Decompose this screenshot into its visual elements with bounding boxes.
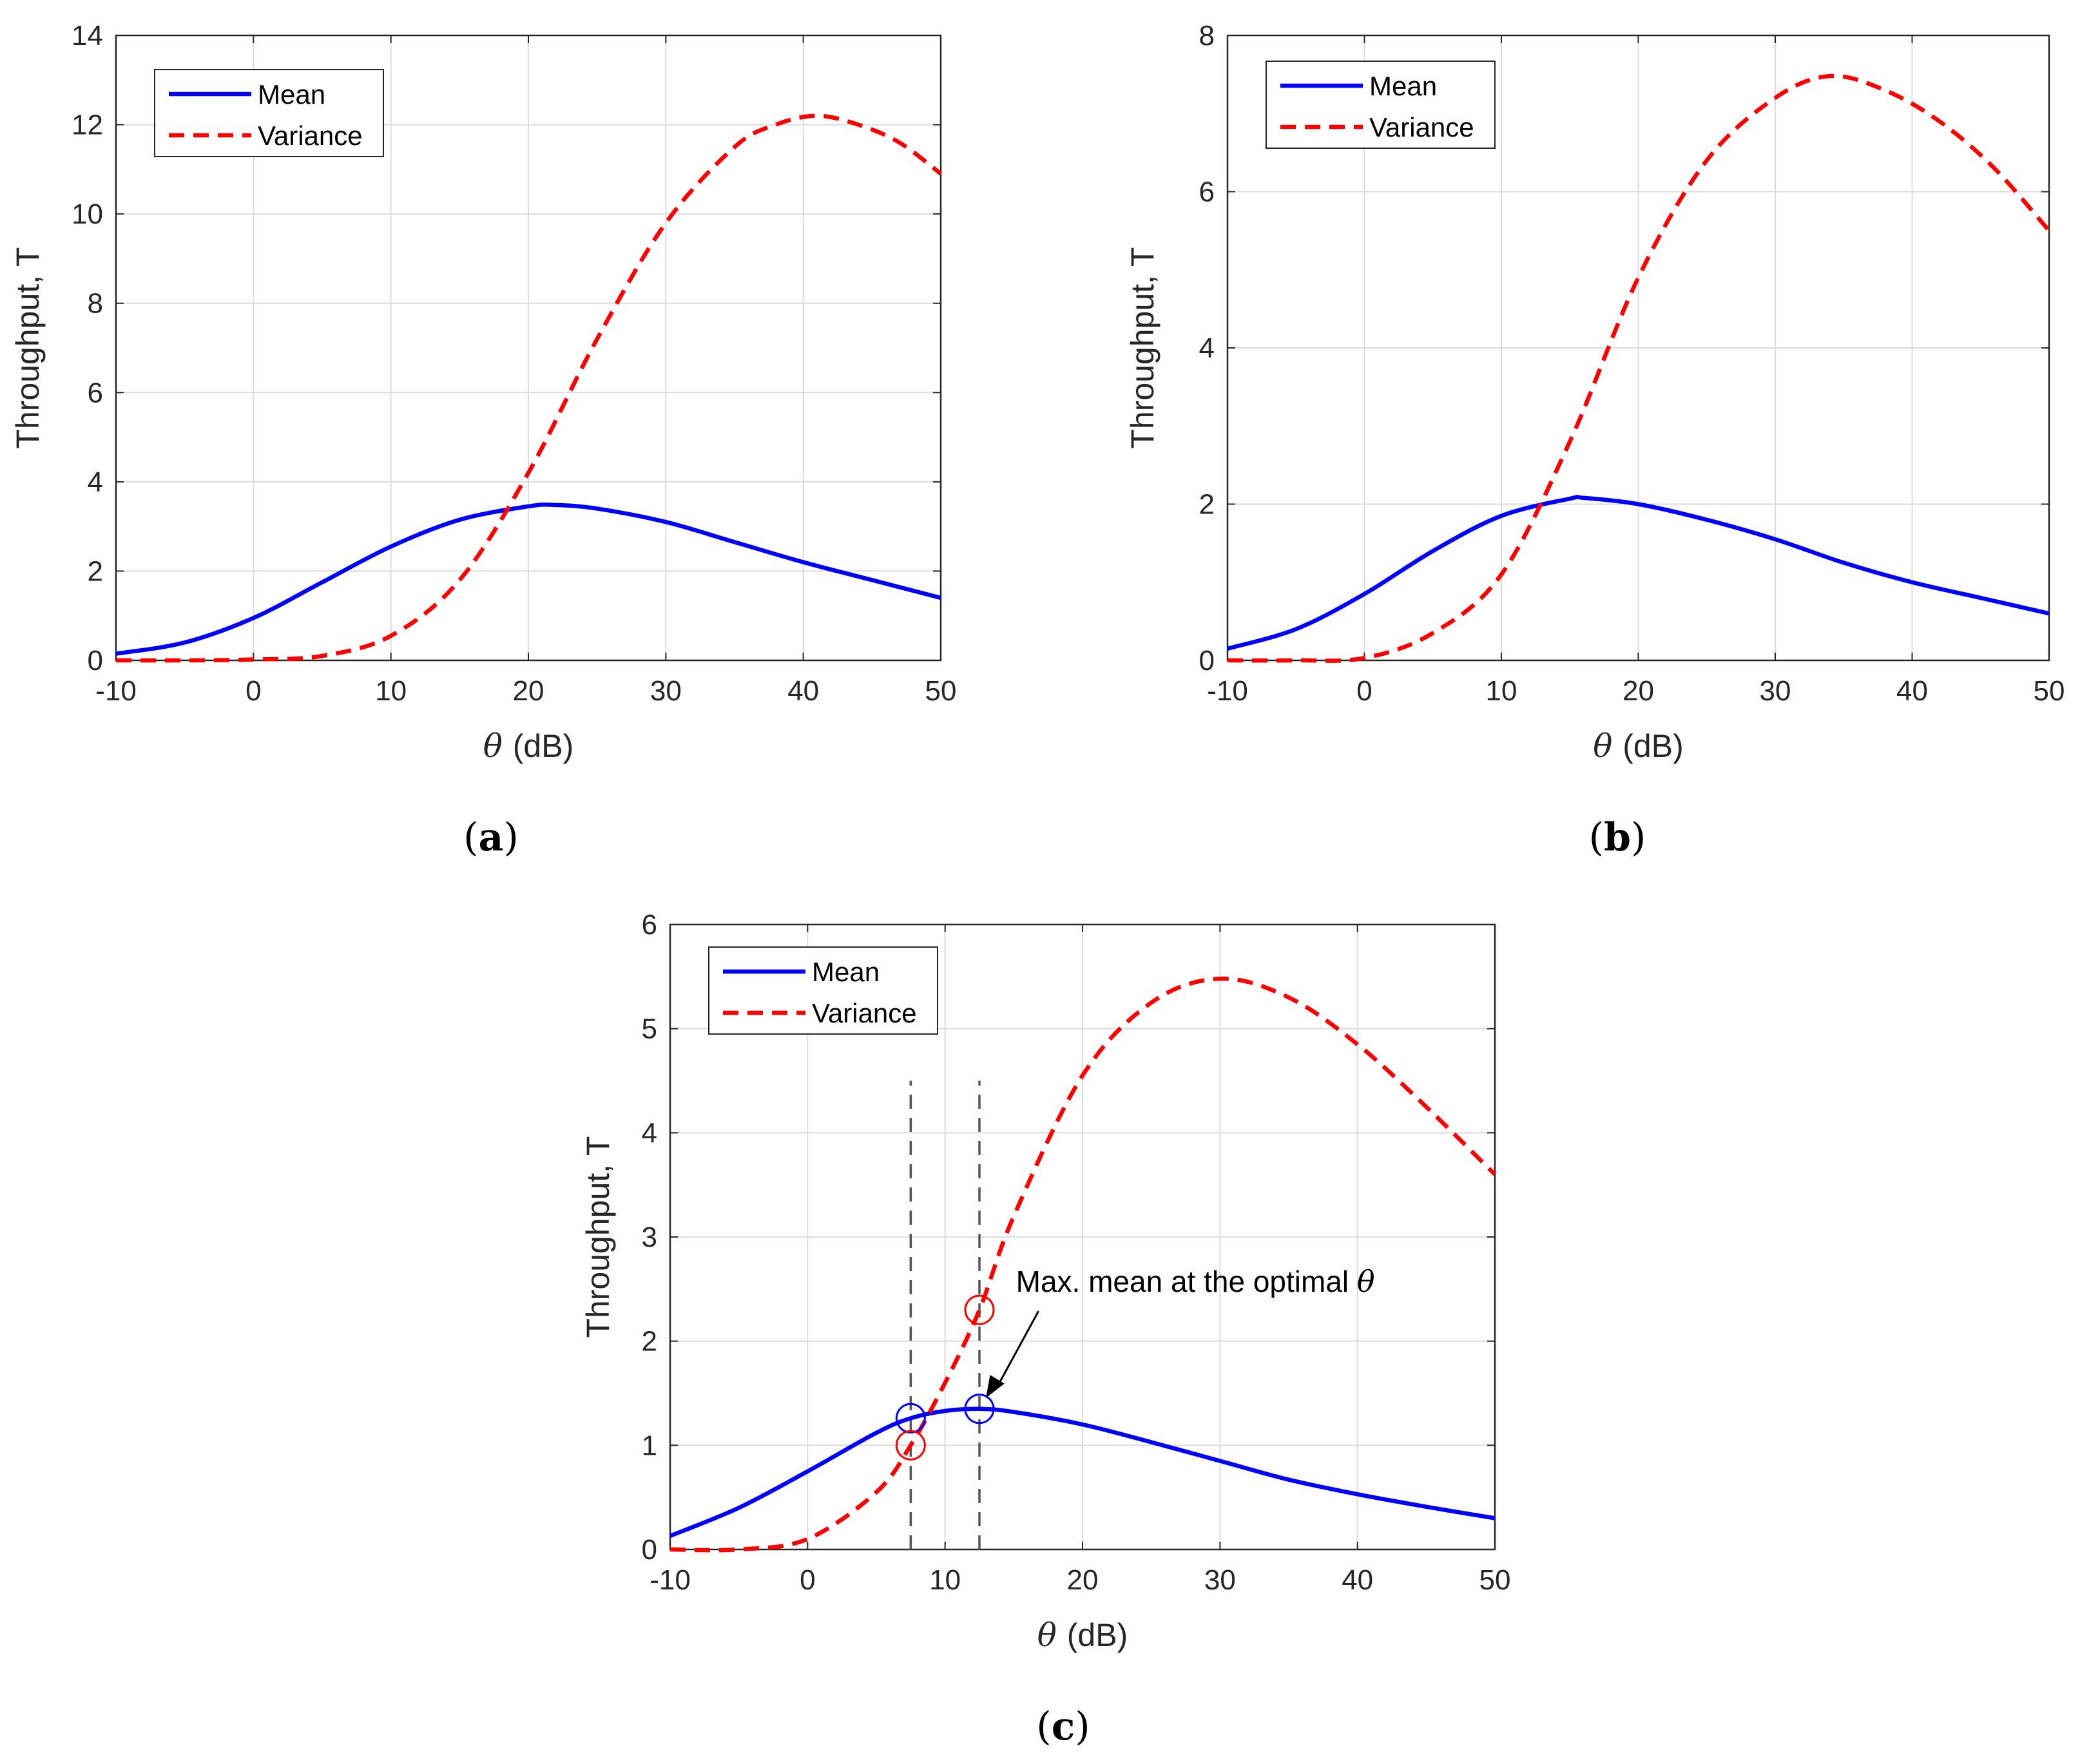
y-tick-label: 2 [642,1326,657,1357]
x-tick-label: 40 [787,675,819,707]
panel-label-open-paren: ( [1589,815,1604,860]
x-tick-label: 30 [650,675,682,707]
panel-label-close-paren: ) [1075,1704,1090,1749]
x-tick-label: 40 [1896,675,1928,707]
panel-label-close-paren: ) [1631,815,1646,860]
y-tick-label: 4 [88,466,103,498]
x-tick-label: 50 [2034,675,2065,707]
point-marker [964,1294,995,1325]
x-axis-theta-symbol: θ [1037,1616,1067,1654]
y-tick-label: 12 [72,110,103,141]
x-axis-theta-symbol: θ [483,727,513,765]
series-line-variance [115,113,942,663]
x-tick-label: 10 [1486,675,1517,707]
panel-label-open-paren: ( [463,815,478,860]
x-axis-unit: (dB) [1067,1617,1128,1653]
y-axis-title: Throughput, T [1124,247,1160,448]
y-tick-label: 1 [642,1430,657,1461]
annotation-arrow-head [986,1375,1005,1398]
panel-label-close-paren: ) [503,815,518,860]
panel-label-letter: b [1604,815,1631,860]
series-line-mean [115,503,941,656]
y-tick-label: 10 [72,198,103,230]
legend-label-mean: Mean [1369,71,1437,101]
x-axis-title: θ (dB) [1037,1616,1128,1654]
y-tick-label: 0 [88,645,103,676]
legend-label-variance: Variance [258,120,363,151]
legend-box [708,946,938,1035]
x-axis-unit: (dB) [513,728,573,764]
legend-box [154,69,384,157]
point-marker [895,1430,926,1461]
x-tick-label: -10 [95,675,137,707]
y-tick-label: 8 [88,288,103,320]
panel-label: (a) [463,815,519,860]
panel-label: (c) [1036,1704,1090,1749]
x-tick-label: 10 [375,675,407,707]
series-line-mean [669,1406,1496,1538]
x-tick-label: 20 [1623,675,1654,707]
y-tick-label: 6 [642,909,657,941]
y-tick-label: 2 [88,555,103,587]
x-tick-label: 0 [800,1564,815,1596]
x-axis-title: θ (dB) [483,727,573,765]
x-tick-label: -10 [650,1564,691,1596]
legend-label-variance: Variance [812,998,917,1028]
x-tick-label: 20 [1067,1564,1099,1596]
y-tick-label: 8 [1199,20,1215,52]
legend: Mean Variance [1266,61,1496,149]
x-tick-label: 30 [1204,1564,1236,1596]
y-tick-label: 6 [1199,177,1215,208]
annotation-theta-symbol: θ [1357,1264,1375,1299]
series-line-mean [1227,494,2050,651]
legend-label-variance: Variance [1369,112,1474,142]
annotation-text: Max. mean at the optimal θ [1016,1264,1375,1299]
legend-label-mean: Mean [258,79,325,110]
x-tick-label: 50 [1479,1564,1511,1596]
panel-label-letter: a [479,815,504,860]
x-axis-title: θ (dB) [1593,727,1683,765]
y-tick-label: 14 [72,20,103,52]
legend: Mean Variance [708,946,938,1035]
y-tick-label: 2 [1199,489,1215,521]
y-tick-label: 3 [642,1222,657,1253]
y-tick-label: 0 [642,1534,657,1566]
y-tick-label: 5 [642,1013,657,1045]
y-tick-label: 4 [1199,332,1215,364]
x-tick-label: -10 [1207,675,1248,707]
y-tick-label: 6 [88,377,103,408]
x-tick-label: 40 [1342,1564,1373,1596]
x-axis-unit: (dB) [1623,728,1683,764]
x-tick-label: 20 [513,675,544,707]
legend-box [1266,61,1496,149]
legend-label-mean: Mean [812,957,880,987]
y-axis-title: Throughput, T [580,1136,616,1337]
x-tick-label: 0 [1356,675,1372,707]
x-tick-label: 0 [246,675,261,707]
legend: Mean Variance [154,69,384,157]
x-axis-theta-symbol: θ [1593,727,1623,765]
y-tick-label: 0 [1199,645,1215,676]
annotation-arrow-line [996,1310,1039,1387]
panel-label-open-paren: ( [1036,1704,1051,1749]
point-marker [964,1394,995,1424]
x-tick-label: 50 [925,675,957,707]
x-tick-label: 10 [929,1564,961,1596]
x-tick-label: 30 [1760,675,1791,707]
y-tick-label: 4 [642,1117,657,1149]
series-line-variance [1227,73,2051,663]
panel-label-letter: c [1052,1704,1075,1749]
y-axis-title: Throughput, T [10,247,46,448]
series-line-variance [669,976,1497,1553]
panel-label: (b) [1589,815,1646,860]
point-marker [895,1403,926,1433]
